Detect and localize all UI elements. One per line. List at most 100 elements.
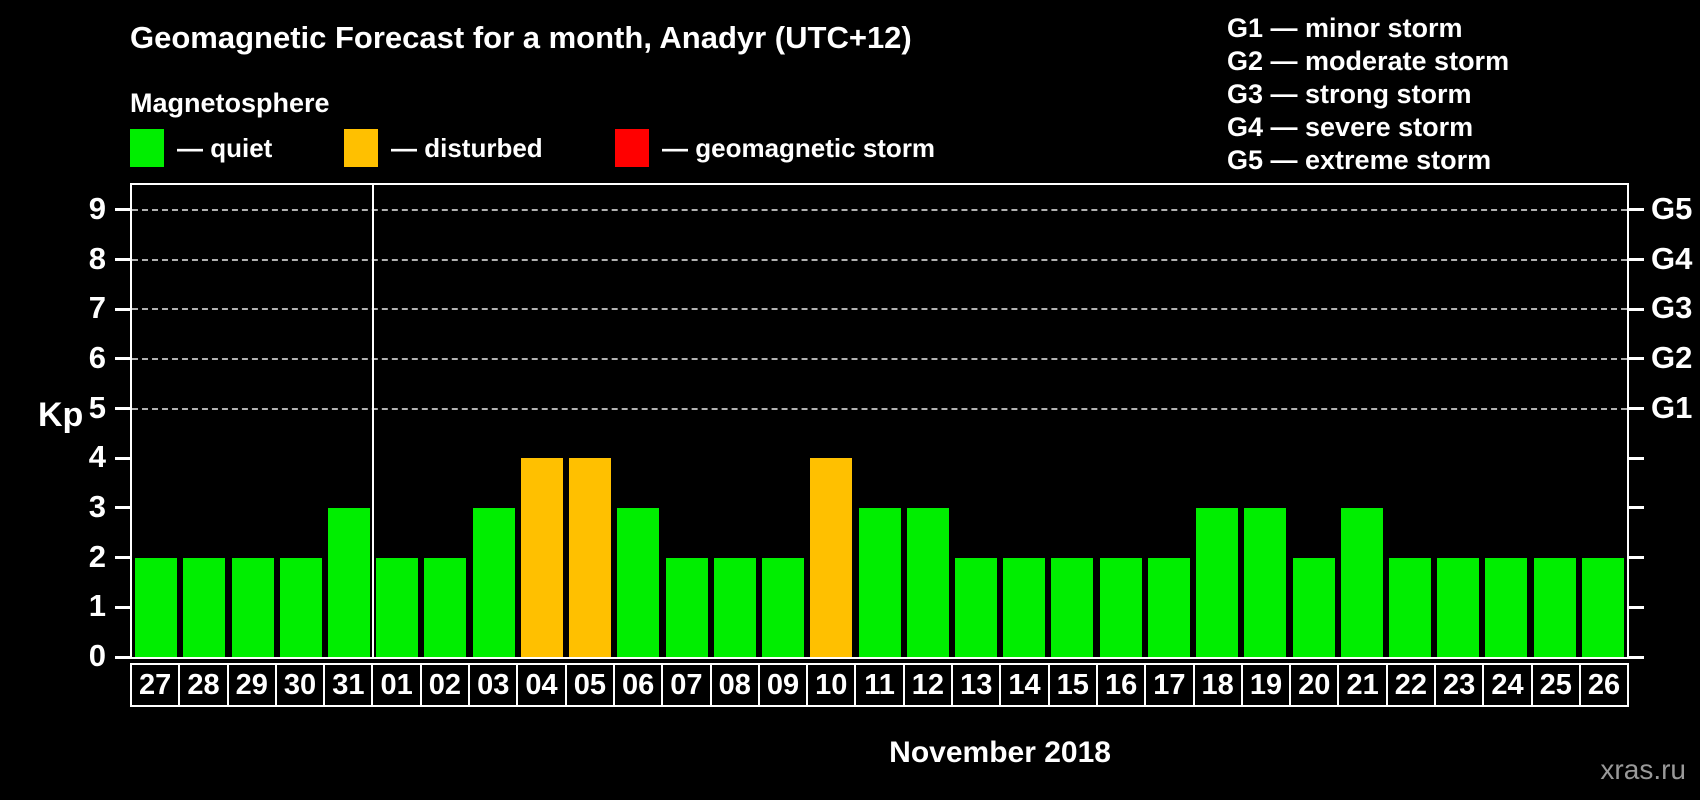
day-label-cell-21: 21 (1337, 663, 1388, 707)
g4-legend-line: G4 — severe storm (1227, 112, 1474, 142)
kp-axis-label: Kp (38, 396, 84, 434)
y-tick-right-5 (1629, 407, 1644, 411)
day-label-cell-26: 26 (1578, 663, 1630, 707)
g3-legend-line: G3 — strong storm (1227, 79, 1472, 109)
kp-bar-day-18 (1196, 507, 1239, 657)
g-axis-label-G1: G1 (1651, 389, 1693, 425)
day-label-cell-14: 14 (999, 663, 1050, 707)
kp-bar-day-20 (1292, 557, 1335, 657)
storm-color-swatch (615, 129, 649, 167)
y-tick-label-8: 8 (88, 240, 106, 276)
g-axis-label-G4: G4 (1651, 240, 1693, 276)
kp-bar-day-25 (1533, 557, 1576, 657)
day-label-cell-10: 10 (806, 663, 857, 707)
kp-bar-day-28 (183, 557, 226, 657)
kp-bar-day-16 (1099, 557, 1142, 657)
y-tick-right-9 (1629, 208, 1644, 212)
g-axis-label-G2: G2 (1651, 339, 1693, 375)
g5-legend-line: G5 — extreme storm (1227, 145, 1492, 175)
gridline-kp6 (132, 357, 1627, 360)
day-label-cell-30: 30 (274, 663, 326, 707)
kp-bar-day-19 (1244, 507, 1287, 657)
day-label-cell-31: 31 (323, 663, 374, 707)
gridline-kp7 (132, 308, 1627, 311)
kp-bar-day-09 (762, 557, 805, 657)
kp-bar-day-30 (279, 557, 322, 657)
day-label-cell-13: 13 (951, 663, 1002, 707)
y-tick-left-5 (115, 407, 130, 411)
y-tick-left-2 (115, 556, 130, 560)
y-tick-right-2 (1629, 556, 1644, 560)
day-label-cell-09: 09 (757, 663, 809, 707)
kp-bar-day-04 (520, 458, 563, 657)
g-axis-label-G5: G5 (1651, 190, 1693, 226)
kp-bar-day-23 (1437, 557, 1480, 657)
y-tick-label-1: 1 (88, 588, 106, 624)
day-label-cell-27: 27 (130, 663, 181, 707)
y-tick-right-0 (1629, 655, 1644, 659)
kp-bar-day-11 (858, 507, 901, 657)
day-label-cell-03: 03 (468, 663, 519, 707)
kp-bar-day-05 (569, 458, 612, 657)
day-label-cell-15: 15 (1047, 663, 1098, 707)
kp-bar-day-27 (135, 557, 178, 657)
legend-item-quiet: — quiet (130, 128, 272, 168)
y-tick-right-4 (1629, 456, 1644, 460)
kp-bar-day-13 (954, 557, 997, 657)
kp-bar-day-22 (1388, 557, 1431, 657)
kp-bar-day-15 (1051, 557, 1094, 657)
y-tick-left-3 (115, 506, 130, 510)
plot-area (130, 183, 1629, 659)
day-label-cell-02: 02 (419, 663, 471, 707)
y-tick-label-6: 6 (88, 339, 106, 375)
kp-bar-day-01 (376, 557, 419, 657)
legend-item-storm: — geomagnetic storm (615, 128, 935, 168)
day-label-row: 27 28 29 30 31 01 02 03 04 05 06 07 08 09 10 11 12 13 14 15… (130, 663, 1630, 707)
day-label-cell-05: 05 (564, 663, 615, 707)
day-label-cell-22: 22 (1385, 663, 1437, 707)
g1-legend-line: G1 — minor storm (1227, 13, 1463, 43)
day-label-cell-29: 29 (226, 663, 277, 707)
kp-bar-day-14 (1003, 557, 1046, 657)
day-label-cell-18: 18 (1192, 663, 1243, 707)
month-label: November 2018 (889, 736, 1111, 769)
gridline-kp8 (132, 258, 1627, 261)
y-tick-label-7: 7 (88, 290, 106, 326)
month-separator-line (372, 185, 375, 657)
y-tick-label-9: 9 (88, 190, 106, 226)
legend-item-disturbed: — disturbed (344, 128, 543, 168)
day-label-cell-04: 04 (516, 663, 567, 707)
y-tick-label-2: 2 (88, 538, 106, 574)
day-label-cell-06: 06 (612, 663, 664, 707)
y-tick-right-8 (1629, 258, 1644, 262)
g-scale-legend: G1 — minor storm G2 — moderate storm G3 … (1227, 12, 1509, 177)
y-tick-left-6 (115, 357, 130, 361)
y-tick-left-1 (115, 605, 130, 609)
kp-bar-day-07 (665, 557, 708, 657)
kp-bar-day-10 (810, 458, 853, 657)
day-label-cell-07: 07 (661, 663, 712, 707)
y-tick-left-4 (115, 456, 130, 460)
kp-bar-day-24 (1485, 557, 1528, 657)
y-tick-right-3 (1629, 506, 1644, 510)
gridline-kp9 (132, 208, 1627, 211)
kp-bar-day-17 (1147, 557, 1190, 657)
day-label-cell-12: 12 (902, 663, 954, 707)
y-tick-label-0: 0 (88, 638, 106, 673)
day-label-cell-23: 23 (1434, 663, 1485, 707)
day-label-cell-20: 20 (1289, 663, 1340, 707)
watermark: xras.ru (1600, 754, 1686, 785)
day-label-cell-17: 17 (1144, 663, 1195, 707)
kp-bar-day-21 (1340, 507, 1383, 657)
gridline-kp5 (132, 407, 1627, 410)
chart-title: Geomagnetic Forecast for a month, Anadyr… (130, 20, 912, 55)
day-label-cell-01: 01 (371, 663, 422, 707)
legend-storm-label: — geomagnetic storm (662, 132, 936, 163)
y-tick-label-4: 4 (88, 439, 106, 475)
day-label-cell-16: 16 (1095, 663, 1147, 707)
y-tick-right-7 (1629, 307, 1644, 311)
y-tick-label-3: 3 (88, 488, 106, 524)
y-tick-left-0 (115, 655, 130, 659)
day-label-cell-11: 11 (854, 663, 905, 707)
day-label-cell-19: 19 (1240, 663, 1292, 707)
